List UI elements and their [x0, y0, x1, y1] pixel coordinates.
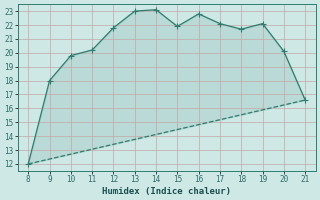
X-axis label: Humidex (Indice chaleur): Humidex (Indice chaleur)	[102, 187, 231, 196]
